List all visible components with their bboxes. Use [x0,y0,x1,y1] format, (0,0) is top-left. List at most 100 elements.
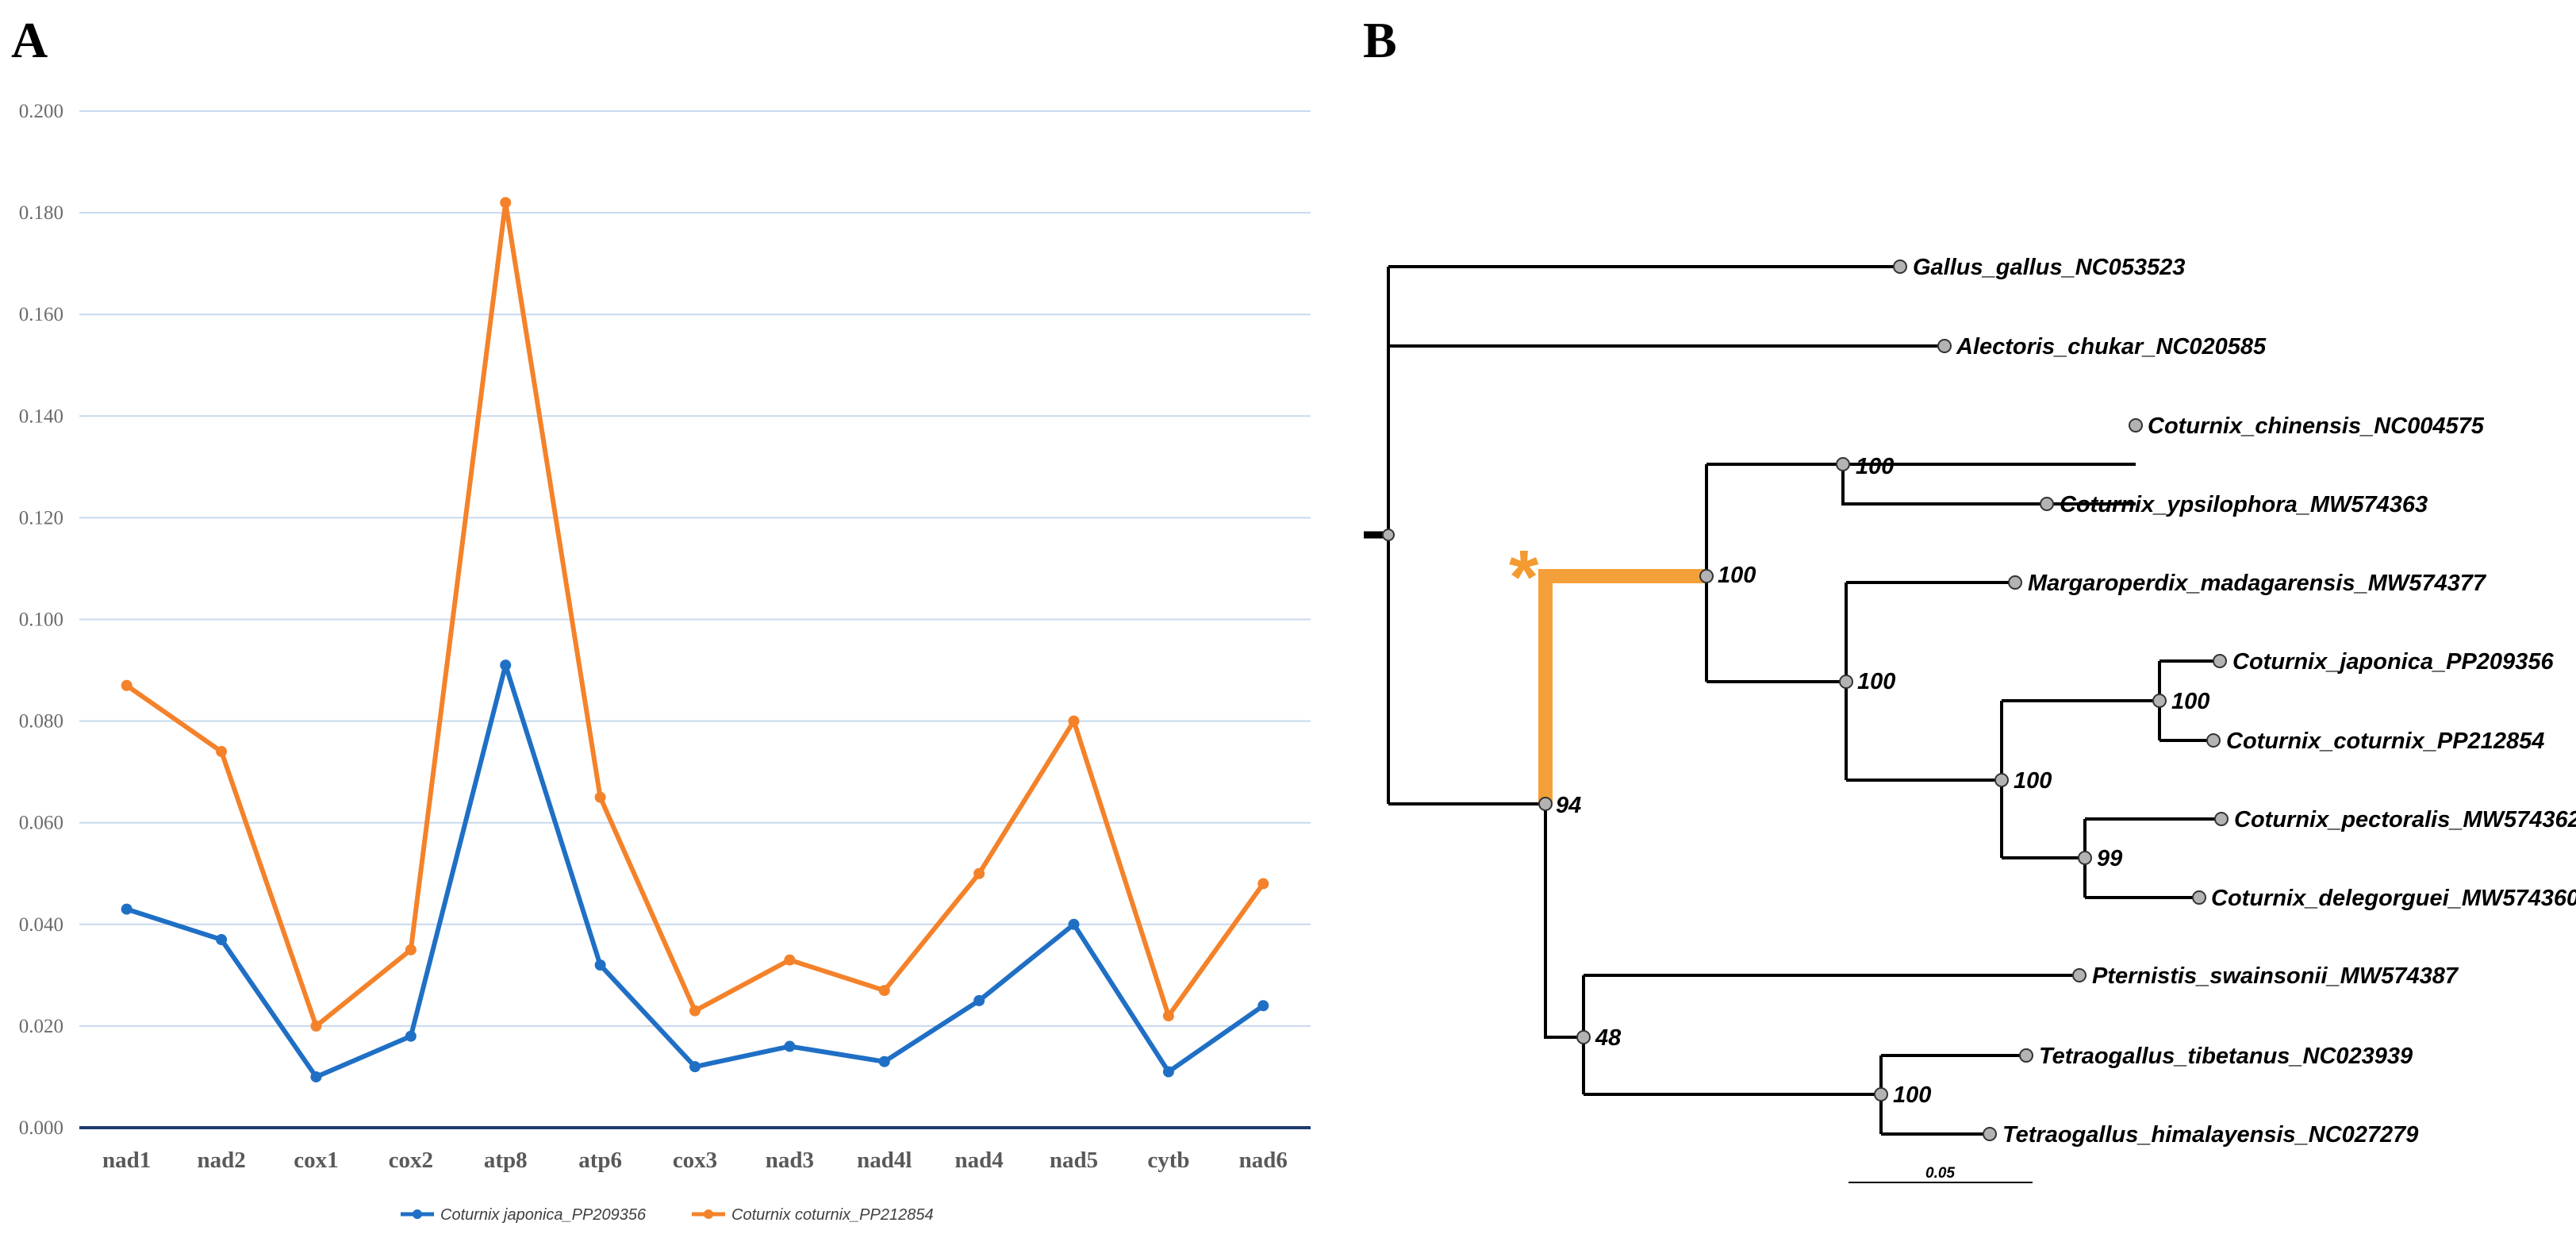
x-tick-label: atp6 [578,1148,622,1173]
data-point [594,959,606,971]
panel-a-label: A [11,12,48,68]
y-tick-label: 0.140 [19,406,63,427]
taxon-label: Coturnix_pectoralis_MW574362 [2234,807,2576,832]
x-tick-label: nad2 [197,1148,245,1173]
taxon-label: Coturnix_chinensis_NC004575 [2148,413,2485,439]
x-tick-label: atp8 [484,1148,528,1173]
x-axis-ticks: nad1 nad2 cox1 cox2 atp8 atp6 cox3 nad3 nad4l nad… [102,1148,1288,1173]
data-point [1162,1010,1174,1022]
phylogenetic-tree: Gallus_gallus_NC053523 Alectoris_chukar_… [1364,255,2576,1183]
series-line [125,200,1265,1028]
y-tick-label: 0.160 [19,304,63,325]
y-tick-label: 0.100 [19,609,63,631]
tip-node [2206,733,2221,748]
support-value: 48 [1595,1025,1622,1051]
data-point [1257,878,1269,890]
x-tick-label: cox1 [294,1148,338,1173]
data-point [405,1030,417,1042]
scale-bar: 0.05 [1849,1165,2033,1183]
internal-node [1699,569,1714,583]
x-tick-label: nad6 [1239,1148,1288,1173]
gridlines [79,110,1311,1027]
series-coturnix [121,197,1269,1032]
data-point [1257,1000,1269,1012]
data-point [500,197,512,209]
taxon-label: Tetraogallus_tibetanus_NC023939 [2039,1044,2413,1069]
tip-nodes [1893,260,2229,1141]
internal-node [2078,851,2092,865]
data-point [784,954,796,966]
taxon-label: Coturnix_delegorguei_MW574360 [2211,886,2576,911]
y-tick-label: 0.020 [19,1016,63,1037]
support-value: 100 [2014,768,2052,794]
tip-node [2008,575,2022,590]
bootstrap-supports: 100 100 100 100 100 99 94 48 100 [1556,454,2209,1108]
tip-node [2214,812,2229,826]
y-tick-label: 0.080 [19,711,63,732]
data-point [216,934,228,946]
data-point [878,1055,890,1067]
branch-ypsilophora [1841,464,2047,506]
scale-bar-label: 0.05 [1925,1165,1955,1182]
x-tick-label: nad5 [1050,1148,1098,1173]
tip-node [2072,968,2087,982]
data-point [500,659,512,671]
y-tick-label: 0.060 [19,813,63,834]
support-value: 100 [1856,454,1894,479]
highlight-asterisk: * [1509,535,1539,620]
branch-n48 [1582,974,2079,1094]
tip-node [1893,260,1907,274]
x-tick-label: cox2 [389,1148,433,1173]
data-point [216,746,228,758]
data-point [594,791,606,803]
taxon-label: Alectoris_chukar_NC020585 [1956,334,2267,359]
internal-node [1874,1087,1888,1102]
y-tick-label: 0.000 [19,1117,63,1139]
tip-node [2192,890,2206,905]
x-tick-label: nad1 [102,1148,151,1173]
legend-label-japonica: Coturnix japonica_PP209356 [440,1206,647,1224]
branch-tetraogallus [1584,1054,2026,1136]
taxon-label: Coturnix_japonica_PP209356 [2232,649,2554,675]
data-point [1068,918,1080,930]
legend: Coturnix japonica_PP209356 Coturnix cotu… [401,1206,934,1224]
tip-node [2040,497,2054,511]
data-point [784,1040,796,1052]
data-point [310,1071,322,1082]
internal-node [1994,773,2009,787]
series-japonica [121,659,1269,1082]
support-value: 100 [2171,689,2209,714]
tip-node [2129,418,2143,433]
support-value: 99 [2097,846,2122,871]
x-tick-label: cox3 [673,1148,717,1173]
legend-marker-coturnix [704,1209,713,1219]
taxon-label: Coturnix_ypsilophora_MW574363 [2060,492,2428,517]
taxon-label: Tetraogallus_himalayensis_NC027279 [2002,1122,2418,1148]
x-tick-label: nad4l [857,1148,912,1173]
data-point [121,679,132,691]
tip-node [1937,339,1952,353]
data-point [973,867,985,879]
data-point [878,985,890,997]
data-point [689,1061,701,1073]
tree-branches [1364,265,2221,1136]
legend-label-coturnix: Coturnix coturnix_PP212854 [731,1206,934,1224]
branch-n94-lower [1544,804,1584,1039]
x-tick-label: nad4 [955,1148,1004,1173]
data-point [121,903,132,915]
highlighted-branch [1538,569,1706,804]
panel-b-label: B [1363,12,1397,68]
internal-node [1839,675,1853,689]
support-value: 100 [1718,563,1756,588]
taxon-label: Coturnix_coturnix_PP212854 [2226,729,2544,754]
x-tick-label: cytb [1147,1148,1189,1173]
internal-node [1538,797,1553,811]
y-tick-label: 0.200 [19,101,63,122]
taxon-labels: Gallus_gallus_NC053523 Alectoris_chukar_… [1913,255,2576,1148]
tip-node [2019,1048,2033,1063]
internal-node [1836,457,1850,471]
data-point [310,1020,322,1032]
tip-node [1983,1127,1997,1141]
series-lines [121,197,1269,1082]
